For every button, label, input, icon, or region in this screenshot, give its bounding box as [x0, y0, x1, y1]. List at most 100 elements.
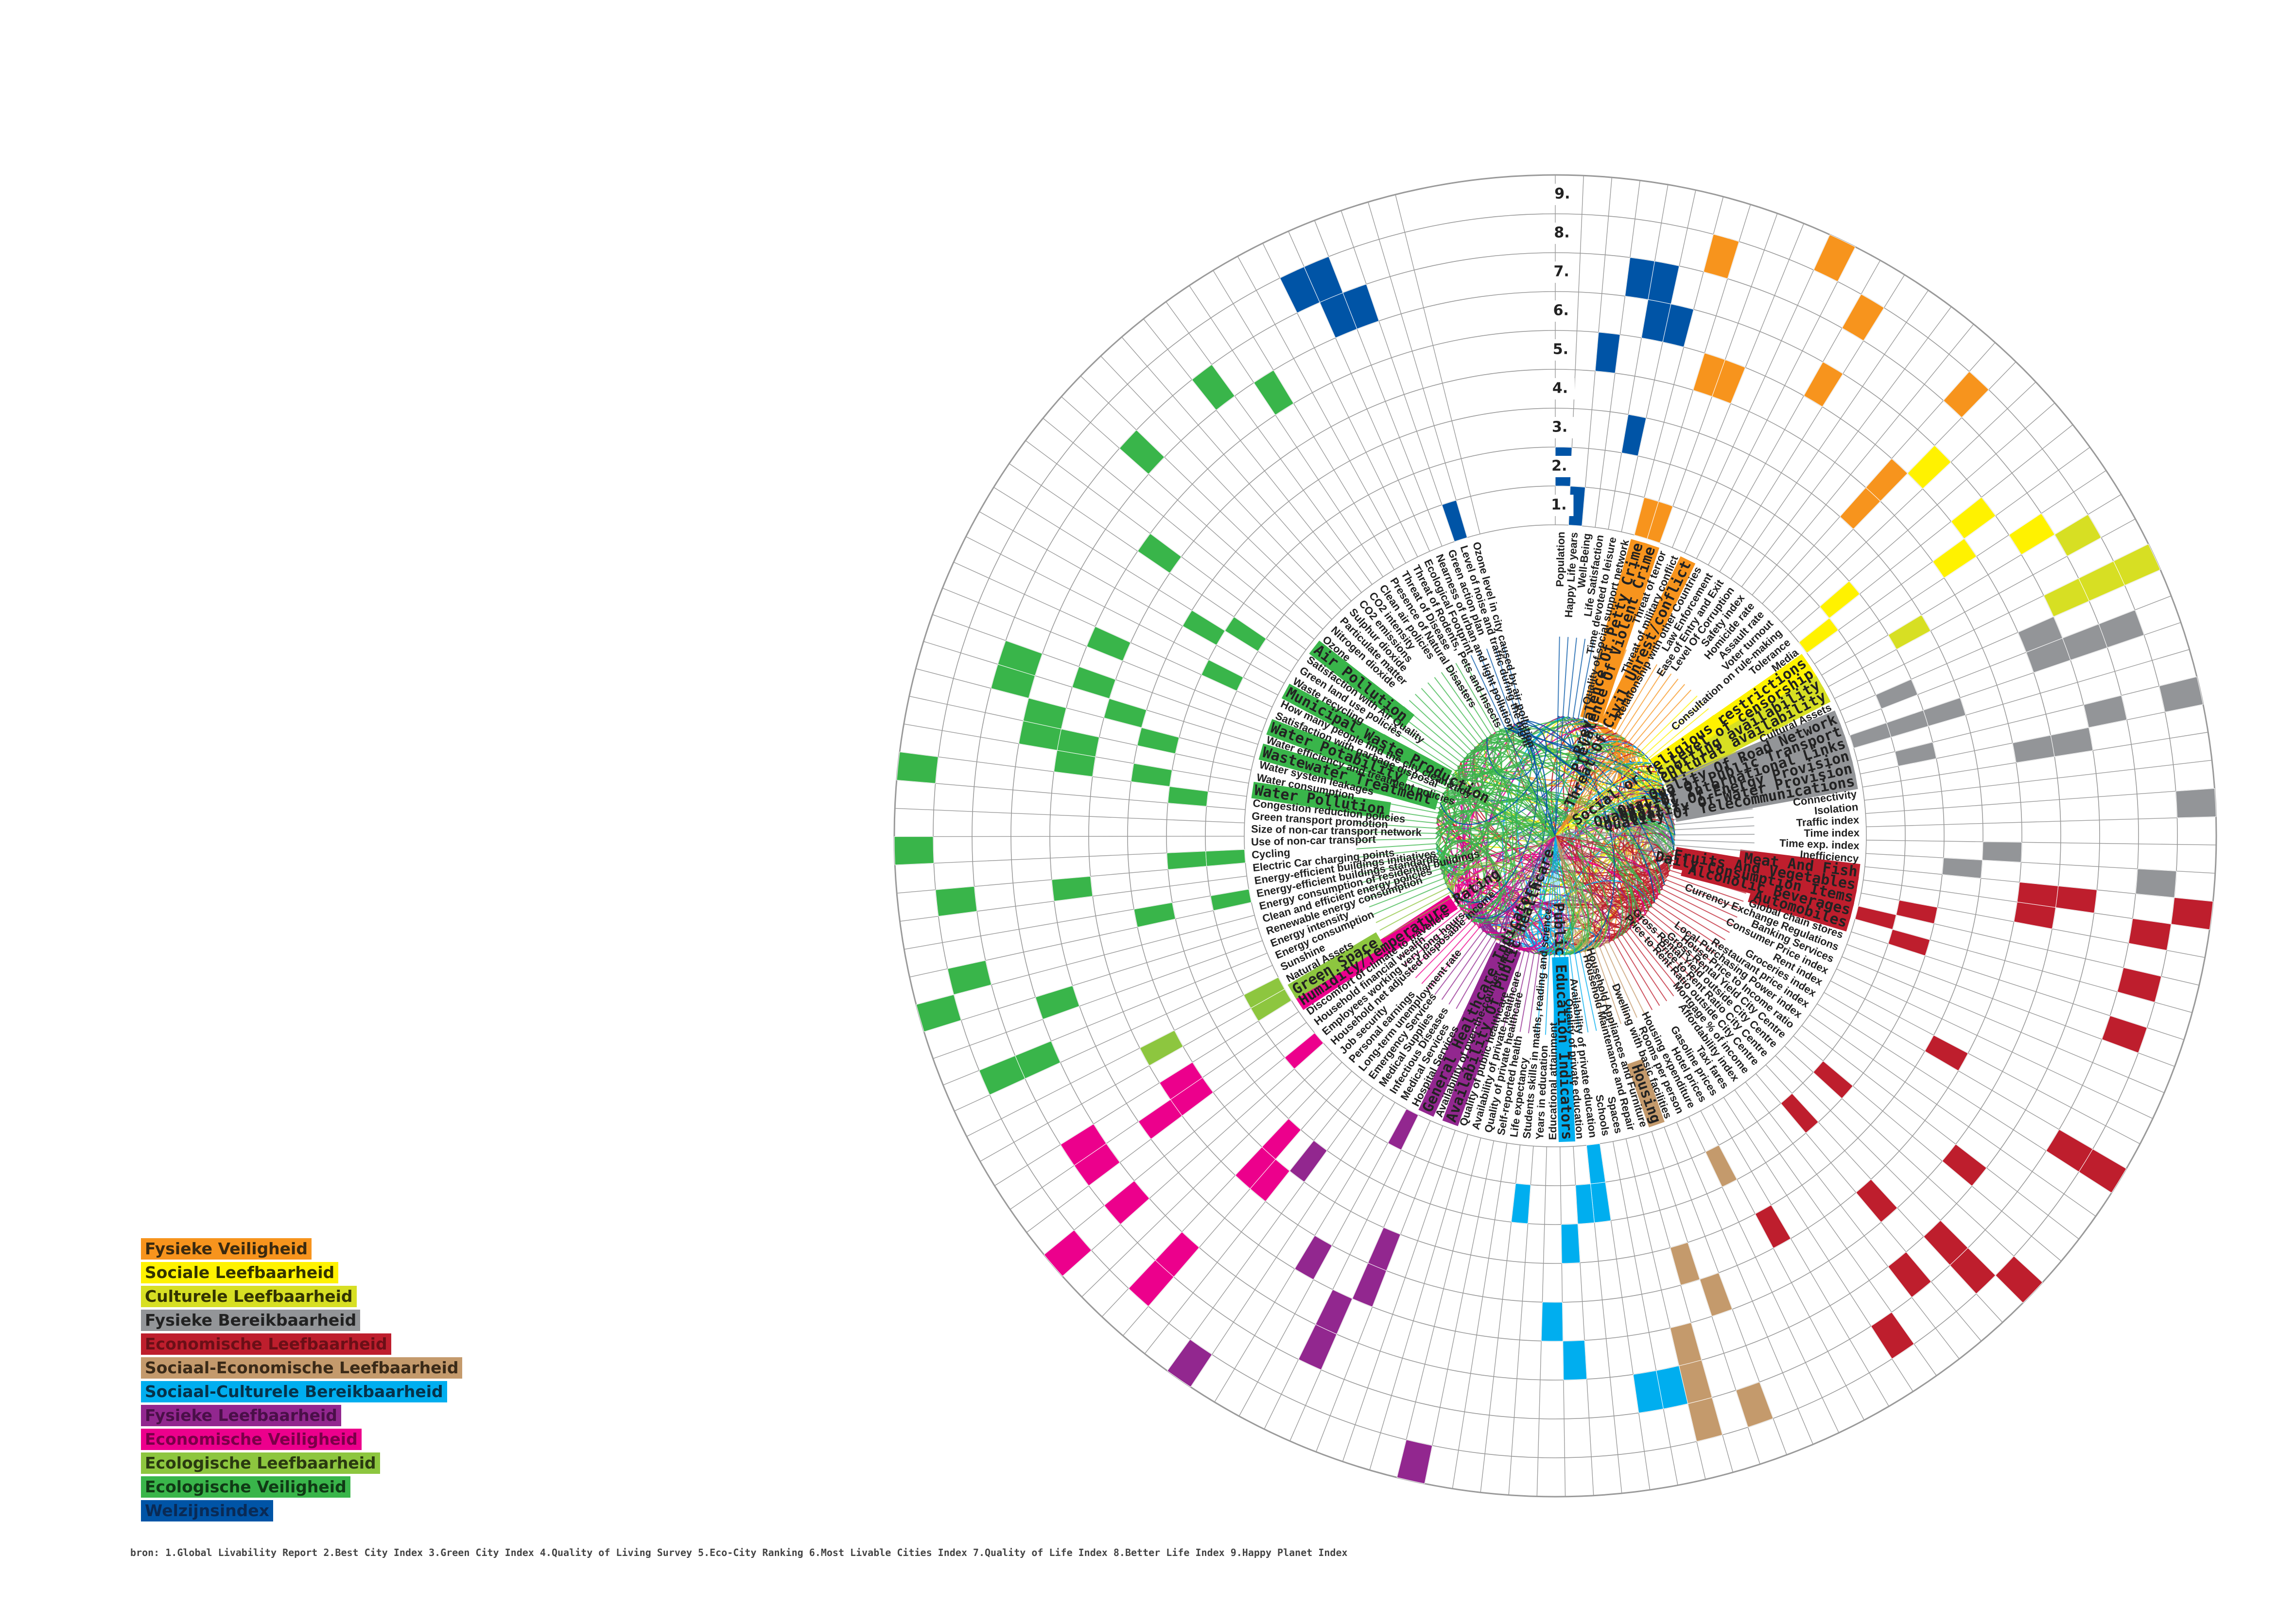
- connection-spoke: [1603, 945, 1637, 1018]
- score-cell: [1586, 1143, 1606, 1184]
- grid-spoke: [894, 836, 1245, 837]
- score-cell: [1648, 260, 1680, 305]
- connection-spoke: [1564, 955, 1572, 1035]
- connection-spoke: [1557, 637, 1560, 717]
- connection-spoke: [1456, 939, 1496, 1009]
- connection-spoke: [1597, 649, 1627, 725]
- indicator-label: Population: [1554, 532, 1567, 587]
- connection-spoke: [1667, 767, 1743, 795]
- legend-label: Fysieke Leefbaarheid: [141, 1405, 341, 1426]
- connection-spoke: [1671, 864, 1749, 886]
- grid-spoke: [1121, 337, 1352, 602]
- connection-spoke: [1657, 898, 1726, 940]
- connection-spoke: [1662, 889, 1734, 926]
- grid-spoke: [1866, 816, 2216, 828]
- score-cell: [1442, 500, 1468, 542]
- center-line: [1514, 835, 1556, 949]
- connection-spoke: [1369, 764, 1444, 794]
- connection-spoke: [1664, 884, 1738, 918]
- score-cell: [1387, 1108, 1419, 1151]
- legend: Fysieke Veiligheid Sociale Leefbaarheid Cu…: [141, 1238, 463, 1524]
- grid-spoke: [1741, 306, 1952, 588]
- connection-curve: [1461, 755, 1672, 810]
- center-line: [1555, 835, 1585, 952]
- connection-spoke: [1356, 823, 1436, 829]
- connection-spoke: [1519, 953, 1535, 1032]
- connection-spoke: [1569, 954, 1580, 1034]
- index-number: 2.: [1551, 458, 1567, 475]
- grid-spoke: [1189, 285, 1384, 577]
- score-cell: [1210, 889, 1252, 911]
- grid-spoke: [1190, 1095, 1384, 1387]
- connection-spoke: [1594, 948, 1622, 1024]
- center-line: [1452, 835, 1556, 898]
- score-cell: [916, 994, 962, 1032]
- score-cell: [1699, 1272, 1733, 1317]
- center-line: [1555, 835, 1669, 876]
- grid-spoke: [933, 940, 1263, 1059]
- index-number-bg: [1547, 261, 1576, 283]
- connection-spoke: [1572, 639, 1586, 718]
- score-cell: [1131, 763, 1173, 787]
- score-cell: [2128, 918, 2172, 951]
- center-line: [1555, 835, 1655, 903]
- connection-spoke: [1574, 953, 1589, 1033]
- connection-spoke: [1567, 638, 1577, 717]
- score-cell: [1842, 294, 1885, 341]
- score-cell: [1128, 1260, 1174, 1307]
- legend-label: Sociale Leefbaarheid: [141, 1262, 339, 1283]
- connection-spoke: [1583, 642, 1602, 720]
- connection-spoke: [1672, 860, 1751, 878]
- score-cell: [1201, 659, 1244, 691]
- center-line: [1555, 835, 1658, 899]
- connection-spoke: [1393, 905, 1459, 952]
- connection-spoke: [1674, 816, 1754, 826]
- score-cell: [1813, 1060, 1854, 1099]
- connection-spoke: [1379, 741, 1450, 780]
- connection-spoke: [1375, 749, 1448, 785]
- index-number-bg: [1546, 300, 1576, 322]
- center-line: [1555, 835, 1560, 955]
- score-cell: [1205, 849, 1246, 867]
- grid-spoke: [1612, 1141, 1678, 1486]
- center-line: [1495, 835, 1556, 940]
- connection-spoke: [1666, 879, 1741, 910]
- center-line: [1499, 729, 1556, 836]
- center-line: [1555, 755, 1644, 836]
- label-highlight: [1627, 1058, 1665, 1127]
- score-cell: [1224, 616, 1267, 652]
- score-cell: [1137, 727, 1180, 754]
- connection-spoke: [1674, 849, 1754, 861]
- score-cell: [978, 1055, 1026, 1095]
- score-cell: [1982, 841, 2022, 863]
- grid-spoke: [1801, 1025, 2079, 1240]
- score-cell: [1035, 985, 1080, 1020]
- connection-spoke: [1579, 952, 1597, 1031]
- connection-spoke: [1671, 791, 1750, 810]
- connection-spoke: [1640, 695, 1698, 752]
- grid-spoke: [1062, 1042, 1324, 1277]
- label-highlight: [1585, 542, 1660, 723]
- grid-spoke: [1865, 788, 2215, 814]
- connection-spoke: [1369, 878, 1444, 908]
- connection-curve: [1443, 746, 1502, 812]
- legend-item: Economische Veiligheid: [141, 1429, 462, 1450]
- grid-spoke: [1368, 202, 1468, 538]
- label-highlight: [1281, 683, 1453, 786]
- center-line: [1478, 835, 1556, 929]
- score-cell: [1942, 857, 1983, 879]
- label-highlight: [1294, 895, 1458, 1010]
- score-cell: [1711, 359, 1746, 404]
- score-cell: [1086, 626, 1131, 661]
- score-cell: [1103, 698, 1147, 728]
- score-cell: [1923, 697, 1966, 726]
- connection-spoke: [1363, 780, 1441, 804]
- score-cell: [2158, 676, 2204, 712]
- index-number: 1.: [1551, 497, 1566, 514]
- score-cell: [1907, 445, 1951, 489]
- center-line: [1555, 835, 1660, 895]
- connection-spoke: [1366, 873, 1442, 899]
- score-cell: [2175, 788, 2216, 818]
- label-highlight: [1442, 947, 1521, 1126]
- label-highlight: [1659, 687, 1831, 787]
